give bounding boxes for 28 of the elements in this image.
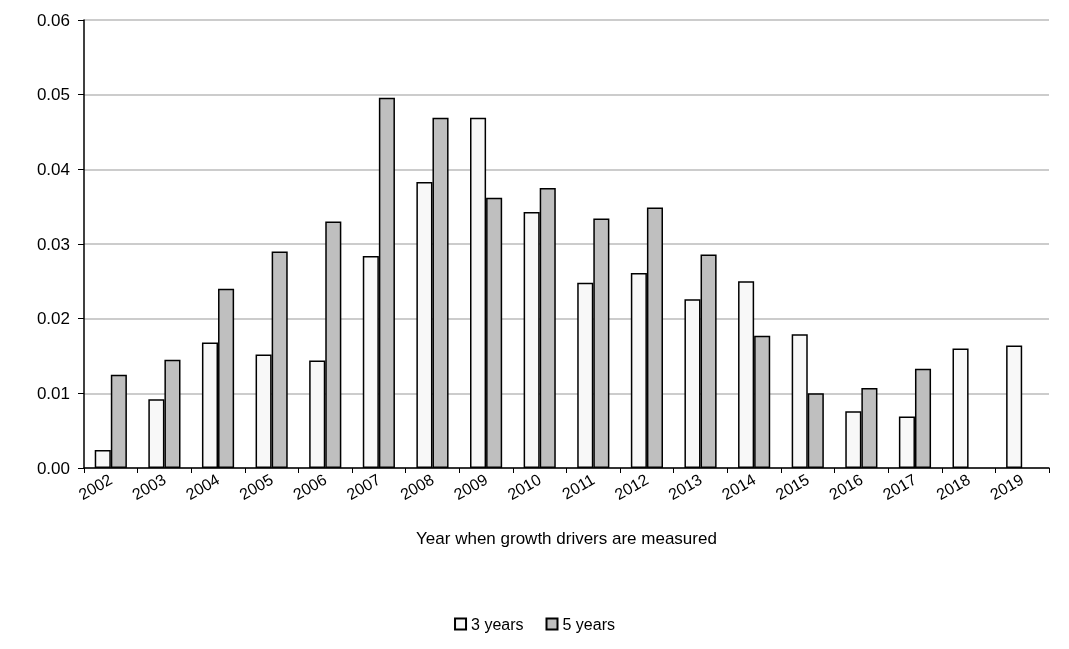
y-tick-label: 0.02: [36, 309, 70, 329]
x-tick-label: 2011: [559, 470, 598, 503]
x-tick-label: 2017: [879, 470, 920, 504]
x-tick-label: 2003: [129, 470, 169, 504]
x-tick-label: 2008: [397, 470, 437, 504]
x-tick-label: 2006: [290, 470, 330, 504]
x-tick-label: 2013: [665, 470, 705, 504]
x-tick-label: 2005: [236, 470, 276, 504]
y-tick-label: 0.01: [36, 383, 70, 403]
legend-label: 5 years: [562, 615, 615, 633]
y-tick-label: 0.05: [36, 85, 70, 105]
x-tick-label: 2019: [987, 470, 1027, 504]
x-tick-label: 2009: [451, 470, 491, 504]
x-tick-label: 2007: [343, 470, 384, 504]
x-tick-label: 2015: [772, 470, 813, 504]
y-tick-label: 0.04: [36, 159, 70, 179]
x-tick-label: 2010: [504, 470, 545, 504]
y-tick-label: 0.03: [36, 234, 70, 254]
y-tick-label: 0.06: [36, 10, 70, 30]
legend-label: 3 years: [471, 615, 524, 633]
x-axis-title: Year when growth drivers are measured: [416, 529, 717, 548]
y-tick-label: 0.00: [36, 458, 70, 478]
x-tick-label: 2002: [75, 470, 116, 504]
x-tick-label: 2018: [933, 470, 973, 504]
x-tick-label: 2004: [182, 470, 223, 504]
x-tick-label: 2016: [826, 470, 866, 504]
x-tick-label: 2012: [611, 470, 652, 504]
x-tick-label: 2014: [719, 470, 759, 504]
